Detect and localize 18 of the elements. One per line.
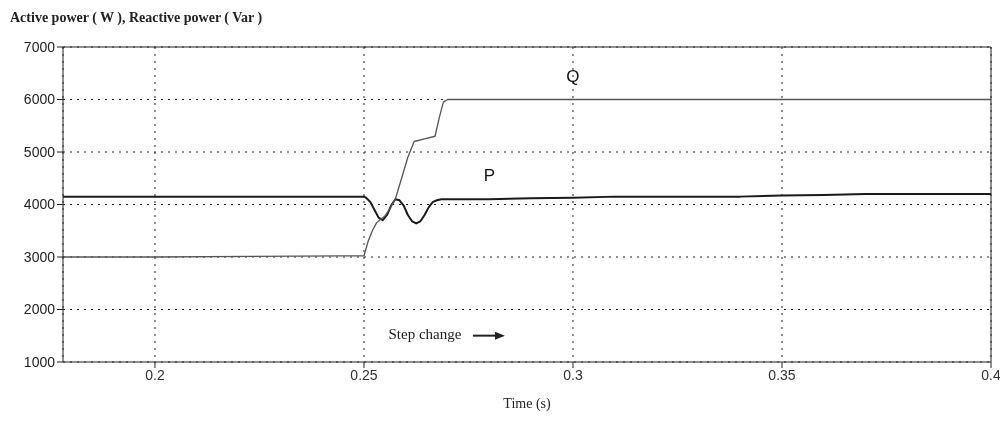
y-tick-label: 3000 [23, 248, 56, 265]
x-tick-label: 0.35 [768, 366, 796, 383]
series-label: P [483, 166, 496, 186]
chart-title: Active power ( W ), Reactive power ( Var ) [10, 10, 263, 26]
y-tick-label: 2000 [23, 301, 56, 318]
y-tick-label: 7000 [23, 38, 56, 55]
line-series [63, 98, 991, 258]
y-tick-label: 5000 [23, 143, 56, 160]
x-axis-title: Time (s) [503, 396, 551, 412]
x-tick-label: 0.25 [350, 366, 378, 383]
x-tick-label: 0.4 [981, 366, 1001, 383]
y-tick-label: 6000 [23, 91, 56, 108]
x-tick-label: 0.3 [563, 366, 583, 383]
series-label: Q [566, 66, 580, 86]
y-tick-label: 1000 [23, 353, 56, 370]
x-tick-label: 0.2 [145, 366, 165, 383]
annotation: Step change [388, 325, 462, 342]
y-tick-label: 4000 [23, 196, 56, 213]
